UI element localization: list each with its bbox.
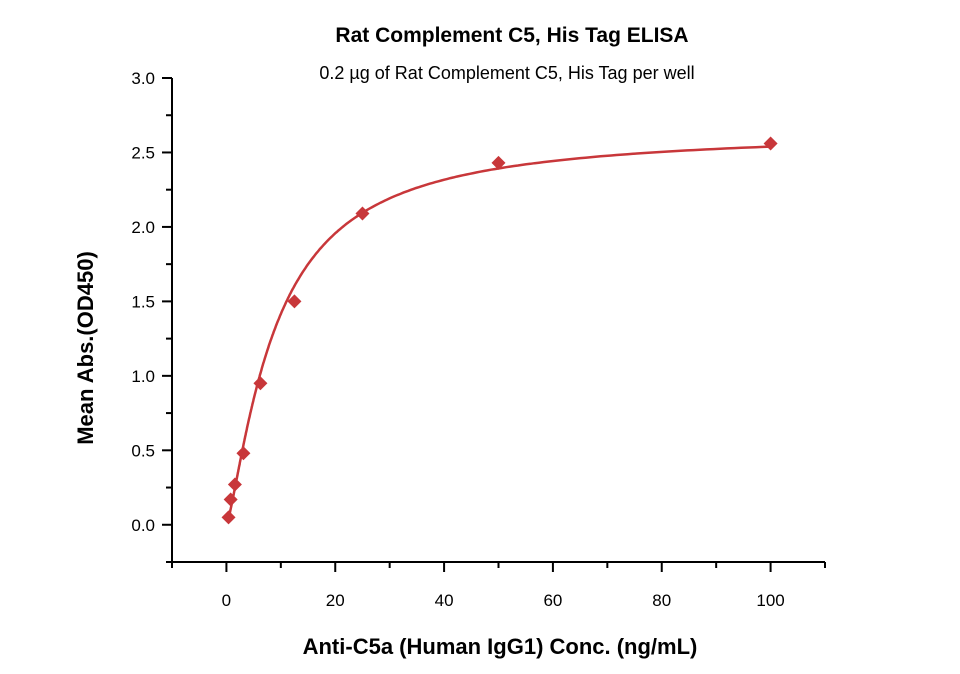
chart-title: Rat Complement C5, His Tag ELISA [335, 24, 688, 47]
data-point-diamond [355, 206, 370, 221]
data-point-diamond [287, 294, 302, 309]
y-tick-label: 0.0 [131, 516, 155, 535]
y-tick-labels: 0.0 0.5 1.0 1.5 2.0 2.5 3.0 [131, 69, 155, 535]
y-tick-label: 3.0 [131, 69, 155, 88]
x-axis-label: Anti-C5a (Human IgG1) Conc. (ng/mL) [303, 634, 698, 659]
chart-subtitle: 0.2 µg of Rat Complement C5, His Tag per… [319, 63, 694, 83]
y-tick-label: 2.5 [131, 143, 155, 162]
y-tick-label: 2.0 [131, 218, 155, 237]
data-point-diamond [491, 155, 506, 170]
y-tick-label: 1.5 [131, 292, 155, 311]
y-tick-label: 0.5 [131, 441, 155, 460]
data-point-diamond [763, 136, 778, 151]
x-tick-label: 100 [756, 591, 784, 610]
data-point-diamond [223, 492, 238, 507]
y-tick-label: 1.0 [131, 367, 155, 386]
x-tick-labels: 0 20 40 60 80 100 [222, 591, 785, 610]
x-tick-label: 20 [326, 591, 345, 610]
data-point-diamond [236, 446, 251, 461]
data-point-diamond [227, 477, 242, 492]
axes [162, 77, 826, 572]
data-points [221, 136, 778, 525]
data-point-diamond [221, 510, 236, 525]
x-tick-label: 40 [435, 591, 454, 610]
y-axis-label: Mean Abs.(OD450) [73, 251, 98, 445]
x-tick-label: 60 [543, 591, 562, 610]
x-tick-label: 0 [222, 591, 231, 610]
data-point-diamond [253, 376, 268, 391]
fit-curve [227, 145, 771, 520]
x-tick-label: 80 [652, 591, 671, 610]
